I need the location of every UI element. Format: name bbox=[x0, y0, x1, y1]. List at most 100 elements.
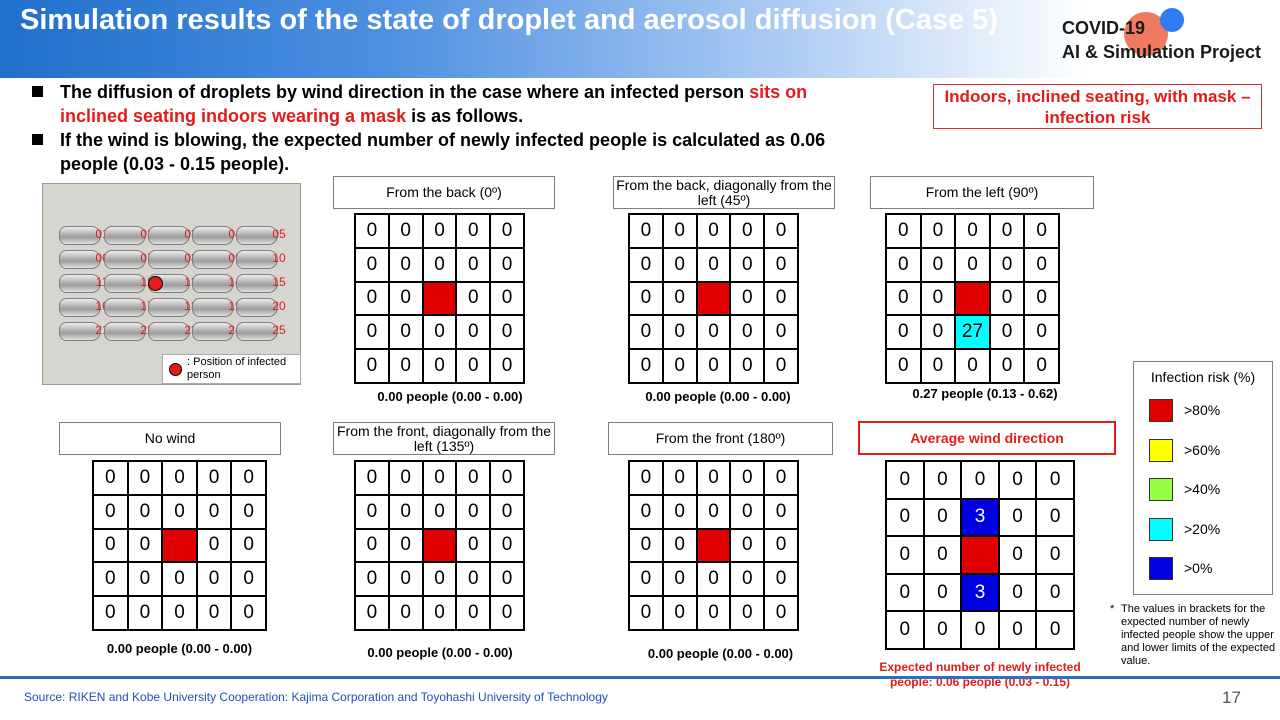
grid-cell: 0 bbox=[886, 573, 924, 612]
grid-cell: 0 bbox=[422, 247, 457, 282]
grid-cell: 0 bbox=[355, 562, 389, 597]
grid-cell: 0 bbox=[989, 315, 1025, 350]
page-title: Simulation results of the state of dropl… bbox=[20, 4, 999, 36]
grid-cell: 0 bbox=[1024, 281, 1059, 316]
seat bbox=[59, 274, 101, 293]
grid-cell: 0 bbox=[490, 315, 524, 350]
grid-cell: 0 bbox=[1036, 536, 1074, 574]
grid-cell: 0 bbox=[989, 214, 1025, 248]
grid-cell: 0 bbox=[1024, 247, 1059, 282]
grid-cell: 0 bbox=[196, 528, 232, 563]
grid-cell: 0 bbox=[629, 349, 663, 383]
grid-cell: 0 bbox=[388, 281, 423, 316]
grid-cell: 0 bbox=[456, 214, 491, 248]
grid-cell: 0 bbox=[989, 281, 1025, 316]
grid-cell: 0 bbox=[231, 461, 266, 495]
grid-cell: 0 bbox=[955, 247, 990, 282]
grid-cell: 0 bbox=[196, 562, 232, 597]
risk-swatch bbox=[1149, 517, 1173, 541]
grid-cell: 0 bbox=[490, 562, 524, 597]
grid-cell: 0 bbox=[388, 461, 423, 495]
grid-cell: 0 bbox=[456, 562, 491, 597]
grid-cell: 0 bbox=[93, 494, 128, 529]
grid-cell: 0 bbox=[196, 461, 232, 495]
grid-cell: 0 bbox=[456, 528, 491, 563]
grid-cell: 0 bbox=[231, 596, 266, 630]
panel-title-no-wind: No wind bbox=[59, 422, 281, 455]
risk-swatch bbox=[1149, 557, 1173, 580]
grid-cell: 0 bbox=[1036, 461, 1074, 499]
grid-cell: 0 bbox=[730, 281, 765, 316]
risk-swatch-label: >60% bbox=[1184, 441, 1221, 458]
grid-cell: 0 bbox=[127, 562, 163, 597]
grid-cell: 0 bbox=[764, 562, 798, 597]
grid-cell: 0 bbox=[388, 562, 423, 597]
grid-cell: 0 bbox=[93, 528, 128, 563]
grid-cell: 0 bbox=[127, 528, 163, 563]
grid-cell: 0 bbox=[93, 461, 128, 495]
grid-cell: 0 bbox=[355, 315, 389, 350]
panel-title-front: From the front (180º) bbox=[608, 422, 833, 455]
grid-cell: 0 bbox=[696, 349, 731, 383]
grid-cell: 0 bbox=[629, 562, 663, 597]
grid-cell: 0 bbox=[662, 461, 697, 495]
footnote-text: The values in brackets for the expected … bbox=[1121, 603, 1276, 667]
grid-cell: 0 bbox=[730, 596, 765, 630]
panel-title-front-left: From the front, diagonally from the left… bbox=[333, 422, 555, 455]
grid-cell: 0 bbox=[490, 596, 524, 630]
panel-caption-back-left: 0.00 people (0.00 - 0.00) bbox=[645, 389, 791, 404]
grid-cell: 0 bbox=[886, 461, 924, 499]
bullet-1-highlight: sits on inclined seating indoors wearing… bbox=[60, 82, 808, 126]
grid-cell: 0 bbox=[388, 214, 423, 248]
grid-cell: 0 bbox=[764, 315, 798, 350]
seat-number: 10 bbox=[272, 251, 286, 265]
seat bbox=[236, 274, 278, 293]
seat bbox=[59, 250, 101, 269]
grid-cell: 0 bbox=[629, 596, 663, 630]
bullet-square-icon bbox=[32, 134, 43, 145]
seat bbox=[59, 322, 101, 341]
seat-number: 20 bbox=[272, 299, 286, 313]
seat bbox=[104, 322, 146, 341]
grid-cell: 0 bbox=[730, 214, 765, 248]
grid-cell: 0 bbox=[355, 528, 389, 563]
grid-cell bbox=[422, 528, 457, 563]
grid-cell: 0 bbox=[388, 349, 423, 383]
grid-cell: 0 bbox=[127, 494, 163, 529]
footnote-star: * bbox=[1110, 603, 1115, 615]
bullet-item-1: The diffusion of droplets by wind direct… bbox=[30, 80, 880, 128]
grid-cell bbox=[422, 281, 457, 316]
grid-cell: 0 bbox=[730, 461, 765, 495]
seat bbox=[192, 250, 234, 269]
grid-cell: 3 bbox=[961, 573, 999, 612]
grid-cell: 27 bbox=[955, 315, 990, 350]
grid-cell: 0 bbox=[662, 349, 697, 383]
grid-cell: 0 bbox=[456, 247, 491, 282]
grid-cell: 0 bbox=[456, 315, 491, 350]
panel-title-back: From the back (0º) bbox=[333, 176, 555, 209]
grid-cell: 0 bbox=[422, 349, 457, 383]
grid-cell: 0 bbox=[764, 281, 798, 316]
grid-cell: 0 bbox=[629, 528, 663, 563]
grid-cell: 0 bbox=[629, 315, 663, 350]
grid-cell: 0 bbox=[886, 611, 924, 649]
grid-cell: 0 bbox=[696, 214, 731, 248]
grid-cell: 0 bbox=[355, 461, 389, 495]
grid-cell: 0 bbox=[456, 494, 491, 529]
seat-number: 25 bbox=[272, 323, 286, 337]
grid-cell: 0 bbox=[388, 528, 423, 563]
seat bbox=[148, 226, 190, 245]
grid-cell: 0 bbox=[93, 562, 128, 597]
grid-cell: 0 bbox=[422, 494, 457, 529]
grid-cell: 0 bbox=[764, 596, 798, 630]
grid-cell: 0 bbox=[696, 315, 731, 350]
grid-cell: 0 bbox=[162, 596, 197, 630]
grid-cell: 0 bbox=[629, 281, 663, 316]
grid-cell: 0 bbox=[662, 281, 697, 316]
grid-cell: 3 bbox=[961, 498, 999, 537]
logo-line-2: AI & Simulation Project bbox=[1062, 42, 1262, 62]
seat bbox=[236, 322, 278, 341]
